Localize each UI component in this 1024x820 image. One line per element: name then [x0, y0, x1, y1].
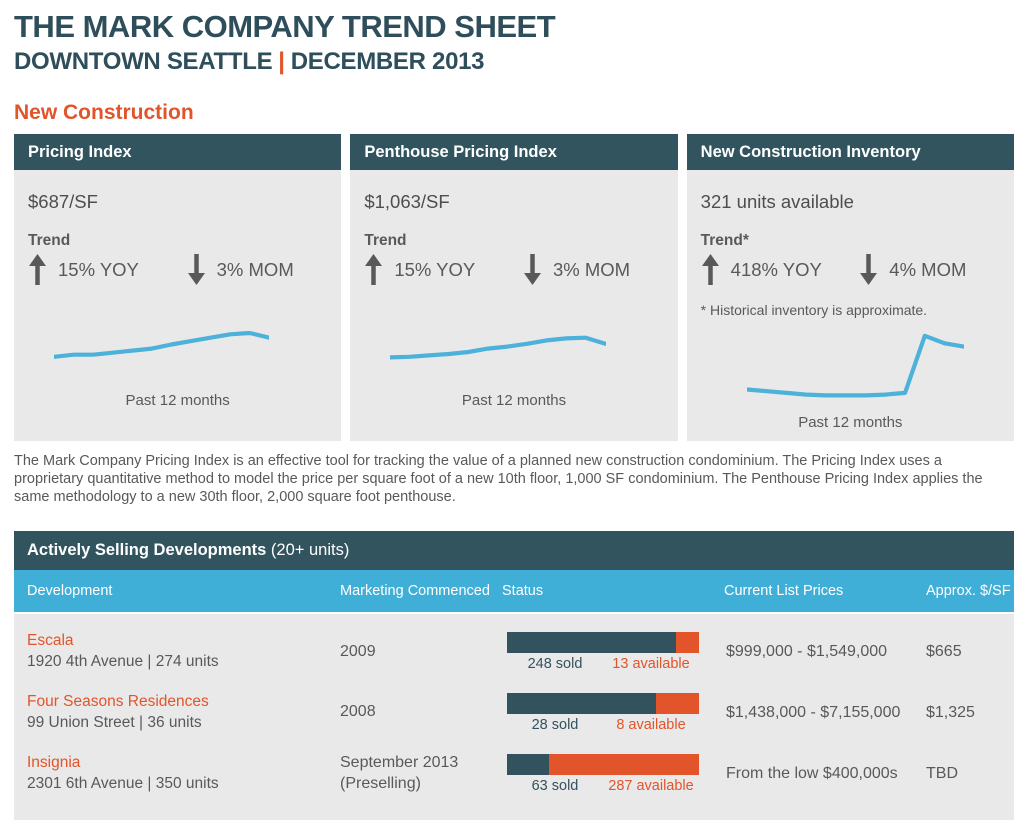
current-list-prices-value: From the low $400,000s [726, 764, 898, 782]
current-list-prices-value: $999,000 - $1,549,000 [726, 642, 888, 660]
chart-caption: Past 12 months [125, 392, 230, 410]
sold-bar-segment [507, 692, 657, 714]
status-bar [507, 753, 699, 775]
development-name: Insignia [27, 753, 81, 771]
pricing-index-description: The Mark Company Pricing Index is an eff… [14, 453, 983, 506]
available-bar-segment [675, 631, 699, 653]
development-address: 99 Union Street | 36 units [27, 713, 202, 731]
up-arrow-icon [29, 254, 46, 286]
available-bar-segment [549, 753, 699, 775]
column-header-status: Status [502, 583, 544, 599]
sold-label: 63 sold [531, 777, 579, 794]
column-header-approx-psf: Approx. $/SF [926, 583, 1011, 599]
available-label: 8 available [616, 716, 686, 733]
mom-trend-value: 3% MOM [216, 258, 294, 280]
column-header-current-list-prices: Current List Prices [724, 583, 844, 599]
column-header-development: Development [27, 583, 113, 599]
development-address: 2301 6th Avenue | 350 units [27, 774, 219, 792]
penthouse-index-value: $1,063/SF [364, 191, 450, 213]
trend-label: Trend [28, 232, 71, 250]
subtitle-separator: | [278, 48, 285, 76]
table-row: Insignia 2301 6th Avenue | 350 units Sep… [14, 743, 1014, 804]
table-title-main: Actively Selling Developments [27, 541, 267, 559]
inventory-value: 321 units available [700, 191, 854, 213]
development-address: 1920 4th Avenue | 274 units [27, 652, 219, 670]
available-label: 13 available [612, 655, 690, 672]
yoy-trend-value: 15% YOY [394, 258, 476, 280]
available-bar-segment [656, 692, 699, 714]
table-title: Actively Selling Developments (20+ units… [14, 531, 1014, 570]
page-title: THE MARK COMPANY TREND SHEET [14, 9, 556, 44]
table-body: Escala 1920 4th Avenue | 274 units 2009 … [14, 614, 1014, 820]
pricing-index-sparkline [54, 318, 269, 386]
approx-psf-value: $1,325 [926, 703, 975, 721]
table-title-suffix: (20+ units) [266, 541, 350, 559]
inventory-sparkline [747, 324, 964, 408]
actively-selling-developments-table: Actively Selling Developments (20+ units… [14, 531, 1014, 820]
subtitle-location: DOWNTOWN SEATTLE [14, 48, 273, 76]
development-name: Escala [27, 632, 74, 649]
development-name: Four Seasons Residences [27, 692, 209, 710]
panel-penthouse-pricing-index: Penthouse Pricing Index $1,063/SF Trend … [350, 134, 678, 442]
subtitle-date: DECEMBER 2013 [290, 48, 485, 76]
down-arrow-icon [187, 254, 205, 286]
yoy-trend-value: 15% YOY [58, 258, 139, 280]
chart-caption: Past 12 months [461, 392, 567, 410]
status-bar [507, 631, 699, 653]
kpi-panels-row: Pricing Index $687/SF Trend 15% YOY 3% M… [14, 134, 1014, 442]
sold-bar-segment [507, 753, 550, 775]
table-row: Escala 1920 4th Avenue | 274 units 2009 … [14, 621, 1014, 682]
penthouse-index-sparkline [390, 318, 605, 386]
trend-label: Trend* [700, 232, 749, 250]
panel-pricing-index: Pricing Index $687/SF Trend 15% YOY 3% M… [14, 134, 342, 442]
approx-psf-value: TBD [926, 764, 958, 782]
mom-trend-value: 4% MOM [889, 258, 967, 280]
trend-label: Trend [364, 232, 407, 250]
panel-penthouse-title: Penthouse Pricing Index [350, 134, 678, 171]
sold-label: 248 sold [527, 655, 583, 672]
page-subtitle: DOWNTOWN SEATTLE | DECEMBER 2013 [14, 48, 1014, 76]
panel-inventory-title: New Construction Inventory [686, 134, 1014, 171]
column-header-marketing-commenced: Marketing Commenced [340, 583, 490, 599]
marketing-commenced-value: September 2013 (Preselling) [340, 753, 459, 792]
sold-bar-segment [507, 631, 676, 653]
pricing-index-value: $687/SF [28, 191, 98, 213]
status-cell: 63 sold 287 available [502, 753, 699, 794]
status-bar [507, 692, 699, 714]
current-list-prices-value: $1,438,000 - $7,155,000 [726, 703, 901, 721]
available-label: 287 available [608, 777, 694, 794]
yoy-trend-value: 418% YOY [730, 258, 822, 280]
inventory-footnote: * Historical inventory is approximate. [700, 302, 928, 319]
approx-psf-value: $665 [926, 642, 962, 660]
up-arrow-icon [701, 254, 719, 286]
section-heading-new-construction: New Construction [14, 101, 194, 125]
down-arrow-icon [523, 254, 541, 286]
trend-sheet-page: THE MARK COMPANY TREND SHEET DOWNTOWN SE… [14, 0, 1014, 820]
table-row: Four Seasons Residences 99 Union Street … [14, 682, 1014, 743]
panel-pricing-index-title: Pricing Index [14, 134, 342, 171]
panel-new-construction-inventory: New Construction Inventory 321 units ava… [686, 134, 1014, 442]
chart-caption: Past 12 months [798, 414, 903, 432]
marketing-commenced-value: 2009 [340, 642, 376, 660]
mom-trend-value: 3% MOM [552, 258, 631, 280]
status-cell: 28 sold 8 available [502, 692, 699, 733]
sold-label: 28 sold [531, 716, 579, 733]
status-cell: 248 sold 13 available [502, 631, 699, 672]
marketing-commenced-value: 2008 [340, 703, 376, 721]
up-arrow-icon [365, 254, 383, 286]
down-arrow-icon [860, 254, 878, 286]
table-column-header-row: Development Marketing Commenced Status C… [14, 570, 1014, 614]
